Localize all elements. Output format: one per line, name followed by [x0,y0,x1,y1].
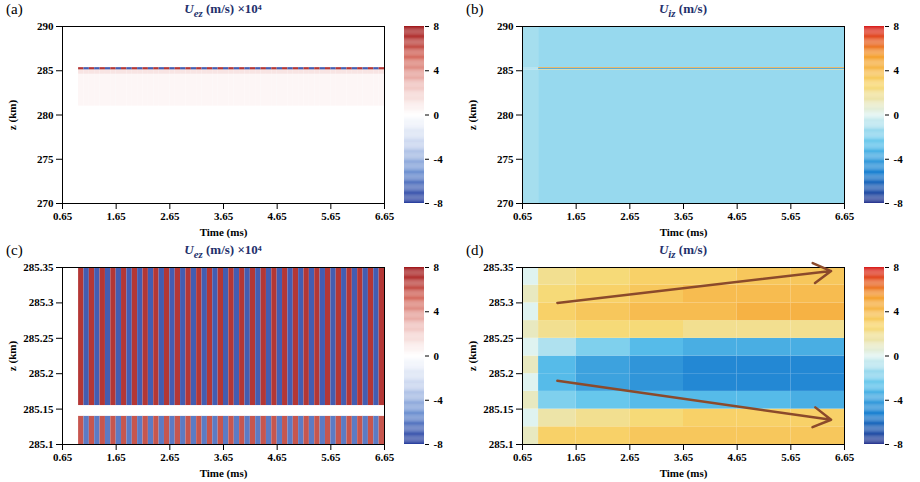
svg-text:6.65: 6.65 [835,451,855,463]
html-text:Uez(m/s) ×10⁴: Uez(m/s) ×10⁴ [184,242,262,260]
svg-text:1.65: 1.65 [107,451,127,463]
svg-text:3.65: 3.65 [214,451,234,463]
svg-text:285.25: 285.25 [483,332,514,344]
svg-text:Timc (ms): Timc (ms) [660,226,708,239]
svg-text:285.3: 285.3 [29,296,54,308]
svg-text:5.65: 5.65 [321,210,341,222]
svg-text:-4: -4 [894,394,904,406]
svg-text:0: 0 [894,109,900,121]
svg-text:4: 4 [434,305,440,317]
svg-text:6.65: 6.65 [375,210,395,222]
svg-text:6.65: 6.65 [835,210,855,222]
svg-text:-8: -8 [894,197,904,209]
svg-text:4.65: 4.65 [728,210,748,222]
svg-text:285: 285 [37,64,54,76]
svg-text:1.65: 1.65 [107,210,127,222]
svg-text:0: 0 [894,350,900,362]
svg-text:3.65: 3.65 [214,210,234,222]
svg-text:285.35: 285.35 [483,261,514,273]
svg-text:4: 4 [434,64,440,76]
svg-text:3.65: 3.65 [674,451,694,463]
svg-text:0.65: 0.65 [513,210,533,222]
svg-text:270: 270 [497,197,514,209]
svg-text:-8: -8 [434,438,444,450]
svg-text:8: 8 [894,20,900,32]
html-text:Uiz(m/s): Uiz(m/s) [659,1,707,19]
svg-text:-8: -8 [894,438,904,450]
svg-text:0.65: 0.65 [53,451,73,463]
svg-text:5.65: 5.65 [321,451,341,463]
svg-text:275: 275 [497,153,514,165]
svg-text:280: 280 [37,109,54,121]
svg-text:1.65: 1.65 [567,451,587,463]
svg-text:2.65: 2.65 [620,210,640,222]
svg-text:270: 270 [37,197,54,209]
svg-text:290: 290 [37,20,54,32]
svg-text:285.3: 285.3 [489,296,514,308]
svg-text:4.65: 4.65 [268,451,288,463]
svg-text:-8: -8 [434,197,444,209]
svg-text:6.65: 6.65 [375,451,395,463]
html-text:(a): (a) [6,1,23,17]
svg-text:3.65: 3.65 [674,210,694,222]
svg-text:-4: -4 [434,153,444,165]
svg-text:z (km): z (km) [6,341,19,372]
svg-text:8: 8 [894,261,900,273]
svg-text:285.2: 285.2 [29,367,54,379]
svg-text:285.15: 285.15 [23,403,54,415]
svg-text:285: 285 [497,64,514,76]
svg-text:1.65: 1.65 [567,210,587,222]
svg-text:0: 0 [434,350,440,362]
svg-text:z (km): z (km) [466,100,479,131]
svg-text:0.65: 0.65 [513,451,533,463]
svg-text:z (km): z (km) [466,341,479,372]
svg-text:-4: -4 [894,153,904,165]
svg-text:8: 8 [434,261,440,273]
svg-text:0: 0 [434,109,440,121]
svg-text:285.2: 285.2 [489,367,514,379]
html-text:(b): (b) [466,1,484,17]
svg-text:2.65: 2.65 [160,210,180,222]
svg-text:2.65: 2.65 [160,451,180,463]
html-text:(c): (c) [6,242,23,258]
svg-text:275: 275 [37,153,54,165]
svg-text:8: 8 [434,20,440,32]
svg-text:285.35: 285.35 [23,261,54,273]
svg-text:285.25: 285.25 [23,332,54,344]
svg-text:4: 4 [894,64,900,76]
svg-text:285.1: 285.1 [29,438,54,450]
svg-text:Time (ms): Time (ms) [660,467,708,480]
svg-text:-4: -4 [434,394,444,406]
svg-text:5.65: 5.65 [781,451,801,463]
html-text:Uiz(m/s): Uiz(m/s) [659,242,707,260]
html-text:(d): (d) [466,242,484,258]
svg-text:Time (ms): Time (ms) [200,226,248,239]
svg-text:4: 4 [894,305,900,317]
svg-text:5.65: 5.65 [781,210,801,222]
svg-text:0.65: 0.65 [53,210,73,222]
svg-text:4.65: 4.65 [268,210,288,222]
svg-text:280: 280 [497,109,514,121]
svg-text:285.15: 285.15 [483,403,514,415]
svg-text:2.65: 2.65 [620,451,640,463]
svg-text:4.65: 4.65 [728,451,748,463]
svg-text:Time (ms): Time (ms) [200,467,248,480]
svg-text:z (km): z (km) [6,100,19,131]
svg-text:290: 290 [497,20,514,32]
svg-text:285.1: 285.1 [489,438,514,450]
html-text:Uez(m/s) ×10⁴: Uez(m/s) ×10⁴ [184,1,262,19]
